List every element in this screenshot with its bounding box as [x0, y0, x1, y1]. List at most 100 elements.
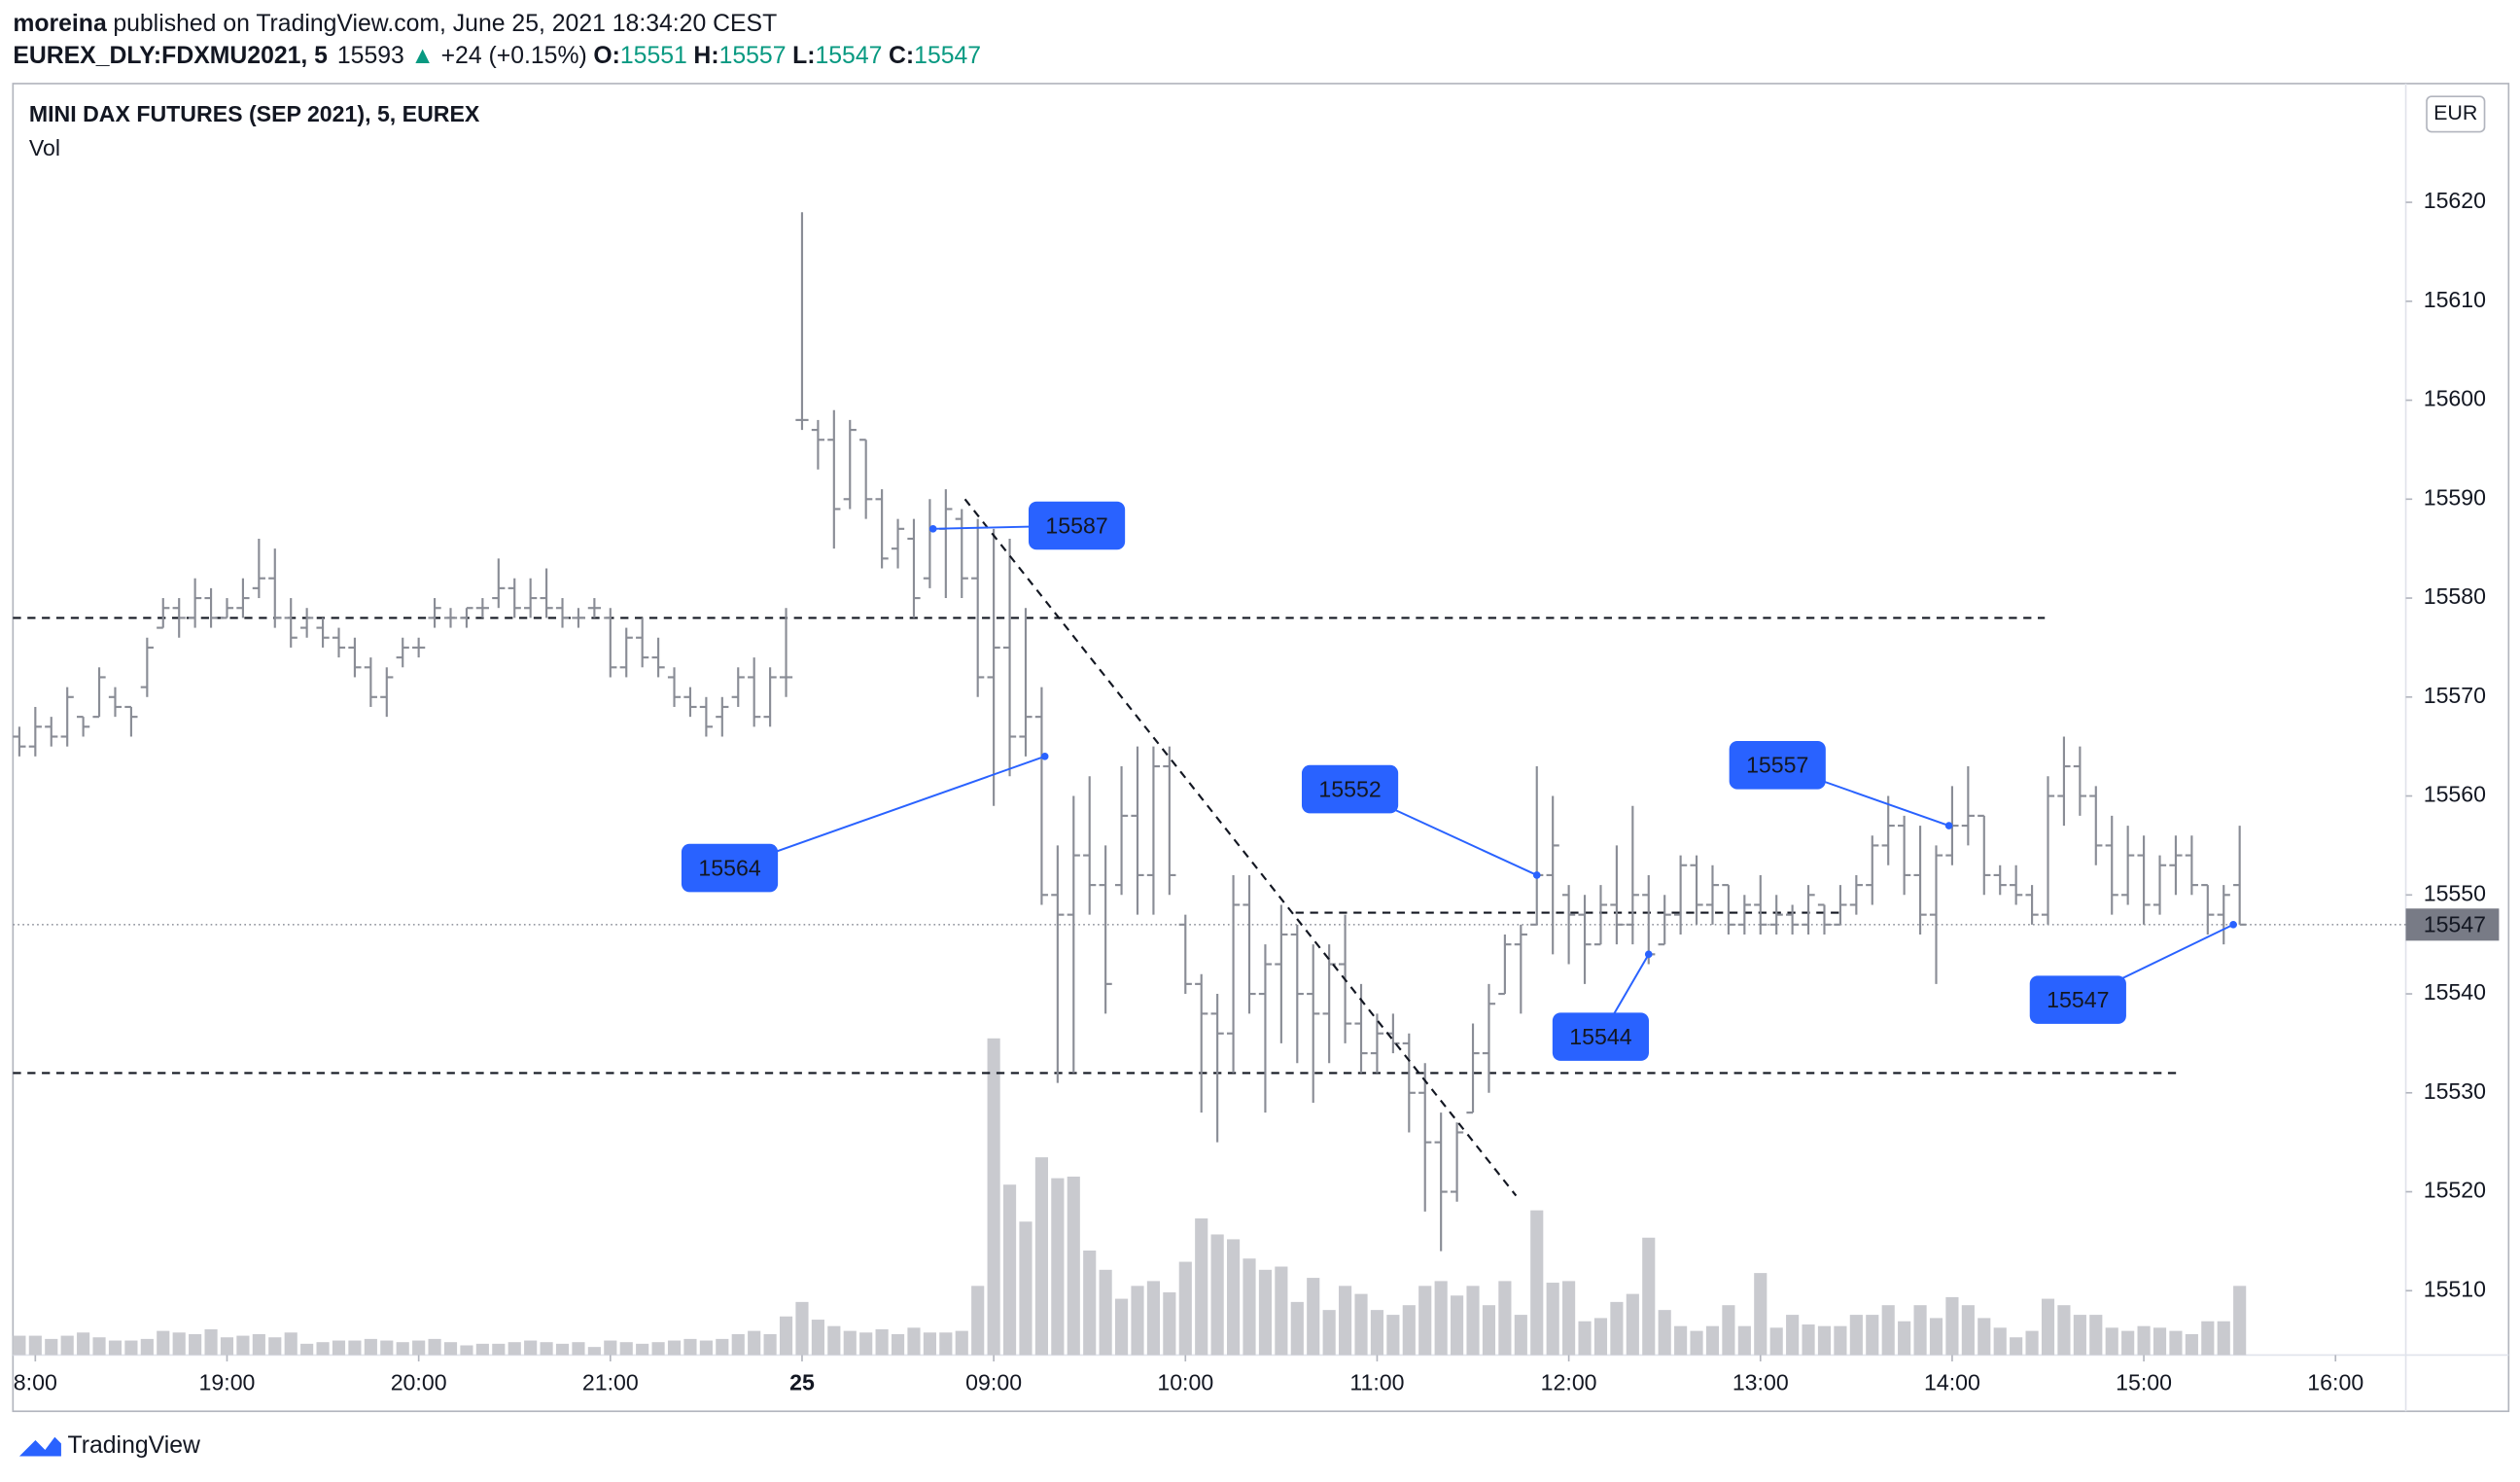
volume-bar: [284, 1332, 298, 1356]
volume-bar: [795, 1301, 809, 1356]
ohlc-bar: [1578, 895, 1592, 984]
volume-bar: [140, 1338, 154, 1356]
volume-bar: [1034, 1157, 1048, 1356]
volume-bar: [1514, 1315, 1527, 1356]
ohlc-bar: [1658, 895, 1671, 946]
ohlc-bar: [2152, 855, 2167, 915]
ohlc-bar: [284, 598, 298, 648]
x-tick-label: 25: [789, 1369, 815, 1394]
ohlc-bar: [1674, 855, 1688, 935]
x-tick-label: 13:00: [1732, 1369, 1789, 1394]
volume-bar: [1530, 1210, 1544, 1356]
volume-bar: [28, 1335, 42, 1356]
ohlc-bar: [1114, 766, 1129, 896]
volume-bar: [1802, 1324, 1815, 1356]
ohlc-bar: [987, 528, 1000, 806]
ohlc-bar: [1163, 746, 1176, 896]
ohlc-bar: [475, 598, 489, 618]
ohlc-bar: [348, 637, 362, 678]
change-arrow: ▲: [410, 42, 435, 68]
ohlc-bar: [1561, 885, 1576, 965]
ohlc-bar: [1178, 914, 1192, 995]
volume-bar: [1322, 1310, 1336, 1356]
ohlc-bar: [1434, 1112, 1448, 1252]
volume-bar: [2121, 1330, 2135, 1356]
ohlc-bar: [492, 558, 506, 609]
ohlc-bar: [1466, 1023, 1480, 1114]
ohlc-bar: [1067, 795, 1080, 1074]
x-tick-label: 15:00: [2116, 1369, 2172, 1394]
ohlc-bar: [1769, 895, 1783, 935]
volume-bar: [1705, 1325, 1720, 1356]
ohlc-bar: [731, 667, 745, 707]
volume-bar: [1466, 1286, 1480, 1356]
callout-anchor: [1644, 950, 1653, 959]
volume-bar: [2041, 1298, 2055, 1356]
volume-bar: [1929, 1318, 1943, 1356]
callout-box: [1028, 501, 1126, 550]
ohlc-bar: [1737, 895, 1751, 935]
y-tick-label: 15550: [2424, 880, 2486, 905]
brand-logo: [18, 1436, 61, 1457]
ohlc-bar: [1849, 874, 1863, 915]
last-price-label: 15547: [2424, 912, 2486, 937]
volume-label: Vol: [29, 135, 60, 160]
ohlc-bar: [1370, 1013, 1384, 1074]
volume-bar: [1817, 1325, 1832, 1356]
callout-anchor: [928, 525, 937, 533]
ohlc-bar: [1146, 746, 1161, 915]
ohlc-bar: [683, 687, 697, 718]
currency-box[interactable]: [2426, 95, 2486, 133]
ohlc-bar: [748, 657, 761, 727]
volume-bar: [699, 1340, 713, 1356]
ohlc-bar: [1786, 904, 1800, 935]
ohlc-bar: [540, 568, 553, 618]
x-tick-label: 12:00: [1541, 1369, 1597, 1394]
ohlc-bar: [1705, 864, 1720, 925]
volume-bar: [2010, 1337, 2023, 1356]
volume-bar: [1354, 1293, 1368, 1356]
ohlc-bar: [955, 509, 968, 599]
volume-bar: [748, 1330, 761, 1356]
ohlc-bar: [428, 598, 441, 628]
volume-bar: [843, 1330, 857, 1356]
ohlc-bar: [2137, 835, 2151, 925]
volume-bar: [1099, 1269, 1112, 1356]
volume-bar: [364, 1338, 377, 1356]
volume-bar: [587, 1347, 601, 1356]
volume-bar: [1178, 1261, 1192, 1356]
volume-bar: [1402, 1305, 1416, 1356]
ohlc-bar: [907, 518, 921, 618]
ohlc-bar: [811, 419, 825, 470]
callout-anchor: [2229, 921, 2237, 929]
change: +24 (+0.15%): [441, 42, 587, 68]
y-tick-label: 15570: [2424, 683, 2486, 708]
volume-bar: [875, 1328, 889, 1356]
volume-bar: [1658, 1310, 1671, 1356]
ohlc-bar: [891, 518, 905, 569]
volume-bar: [443, 1342, 458, 1356]
callout-label: 15544: [1569, 1024, 1631, 1049]
callout-anchor: [1944, 822, 1953, 829]
ohlc-bar: [1817, 903, 1832, 935]
volume-bar: [268, 1337, 282, 1356]
published: published on TradingView.com, June 25, 2…: [113, 10, 777, 36]
volume-bar: [1195, 1217, 1208, 1356]
ohlc-bar: [1258, 944, 1273, 1113]
volume-bar: [1227, 1239, 1241, 1356]
volume-bar: [124, 1340, 138, 1356]
ohlc-bar: [1802, 885, 1815, 935]
volume-bar: [460, 1345, 473, 1356]
volume-bar: [1290, 1301, 1304, 1356]
last-price-box: [2405, 908, 2500, 941]
volume-bar: [412, 1340, 426, 1356]
callout-label: 15552: [1318, 776, 1381, 801]
ohlc-bar: [555, 598, 570, 628]
ohlc-label: L:: [792, 42, 815, 68]
ohlc-bar: [252, 538, 265, 599]
ohlc-bar: [1482, 983, 1496, 1093]
volume-bar: [683, 1338, 697, 1356]
ohlc-bar: [1961, 766, 1975, 846]
volume-bar: [1578, 1321, 1592, 1356]
ohlc-bar: [77, 716, 90, 737]
